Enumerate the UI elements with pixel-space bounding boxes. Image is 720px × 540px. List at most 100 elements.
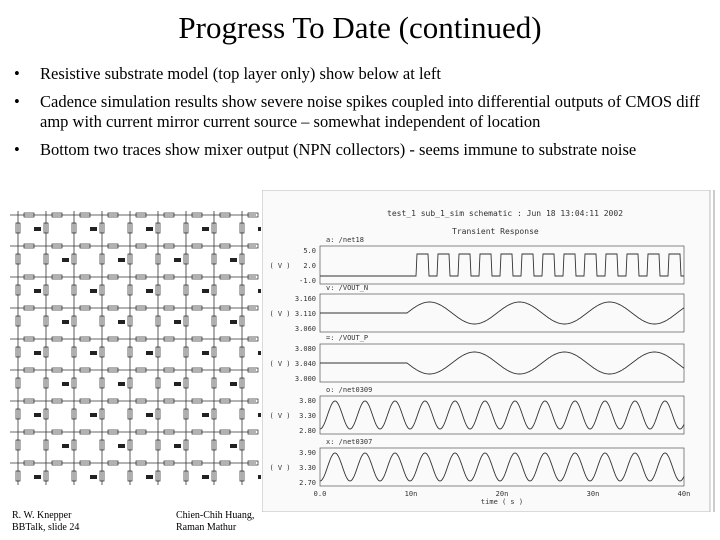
trace — [320, 253, 684, 277]
footer-text: Raman Mathur — [176, 522, 237, 533]
resistor — [239, 222, 245, 234]
node — [34, 289, 41, 293]
resistor — [51, 336, 63, 342]
resistor — [127, 284, 133, 296]
resistor — [15, 222, 21, 234]
node — [118, 444, 125, 448]
node — [34, 413, 41, 417]
unit-label: ( V ) — [269, 360, 290, 368]
resistor — [163, 243, 175, 249]
trace-name: v: /VOUT_N — [326, 284, 368, 292]
resistor — [99, 346, 105, 358]
resistor — [107, 460, 119, 466]
resistor — [247, 367, 259, 373]
node — [118, 382, 125, 386]
resistor — [43, 253, 49, 265]
resistor — [107, 367, 119, 373]
trace-name: a: /net18 — [326, 236, 364, 244]
resistor — [43, 346, 49, 358]
resistor — [107, 274, 119, 280]
resistor — [99, 408, 105, 420]
resistor — [23, 274, 35, 280]
resistor — [135, 336, 147, 342]
node — [174, 444, 181, 448]
trace-name: x: /net0307 — [326, 438, 372, 446]
resistor — [107, 429, 119, 435]
resistor — [127, 315, 133, 327]
resistor — [211, 408, 217, 420]
resistor — [15, 470, 21, 482]
resistor — [127, 253, 133, 265]
resistor — [23, 305, 35, 311]
resistor — [135, 305, 147, 311]
resistor — [15, 315, 21, 327]
unit-label: ( V ) — [269, 262, 290, 270]
x-tick-label: 20n — [496, 490, 509, 498]
resistor — [99, 470, 105, 482]
trace-name: =: /VOUT_P — [326, 334, 368, 342]
resistor — [99, 315, 105, 327]
resistor — [135, 367, 147, 373]
y-tick-label: 3.160 — [295, 295, 316, 303]
footer-text: BBTalk, slide 24 — [12, 522, 80, 533]
slide-title: Progress To Date (continued) — [178, 10, 542, 45]
resistor — [23, 336, 35, 342]
substrate-schematic — [10, 211, 261, 485]
x-tick-label: 0.0 — [314, 490, 327, 498]
y-tick-label: 3.080 — [295, 345, 316, 353]
resistor — [79, 398, 91, 404]
node — [202, 351, 209, 355]
resistor — [107, 243, 119, 249]
resistor — [135, 429, 147, 435]
resistor — [99, 253, 105, 265]
resistor — [71, 377, 77, 389]
resistor — [239, 377, 245, 389]
resistor — [163, 398, 175, 404]
x-tick-label: 40n — [678, 490, 691, 498]
resistor — [107, 398, 119, 404]
resistor — [191, 212, 203, 218]
resistor — [183, 315, 189, 327]
resistor — [155, 470, 161, 482]
node — [62, 382, 69, 386]
y-tick-label: 3.90 — [299, 449, 316, 457]
footer-left: R. W. Knepper BBTalk, slide 24 — [12, 510, 79, 534]
unit-label: ( V ) — [269, 412, 290, 420]
resistor — [43, 284, 49, 296]
resistor — [71, 253, 77, 265]
resistor — [183, 253, 189, 265]
resistor — [107, 212, 119, 218]
resistor — [43, 408, 49, 420]
resistor — [135, 212, 147, 218]
resistor — [163, 429, 175, 435]
resistor — [183, 470, 189, 482]
resistor — [191, 243, 203, 249]
resistor — [71, 470, 77, 482]
resistor — [51, 305, 63, 311]
resistor — [79, 367, 91, 373]
resistor — [43, 470, 49, 482]
resistor — [163, 212, 175, 218]
resistor — [183, 377, 189, 389]
resistor — [51, 274, 63, 280]
y-tick-label: 3.060 — [295, 325, 316, 333]
resistor — [135, 243, 147, 249]
resistor — [15, 284, 21, 296]
resistor — [79, 212, 91, 218]
resistor — [211, 377, 217, 389]
resistor — [163, 305, 175, 311]
resistor — [219, 398, 231, 404]
resistor — [247, 398, 259, 404]
resistor — [247, 429, 259, 435]
node — [202, 227, 209, 231]
resistor — [247, 336, 259, 342]
resistor — [247, 212, 259, 218]
y-tick-label: 3.80 — [299, 397, 316, 405]
resistor — [79, 274, 91, 280]
resistor — [191, 398, 203, 404]
node — [90, 351, 97, 355]
resistor — [211, 222, 217, 234]
resistor — [71, 408, 77, 420]
bullet: Cadence simulation results show severe n… — [14, 92, 704, 132]
y-tick-label: 3.040 — [295, 360, 316, 368]
